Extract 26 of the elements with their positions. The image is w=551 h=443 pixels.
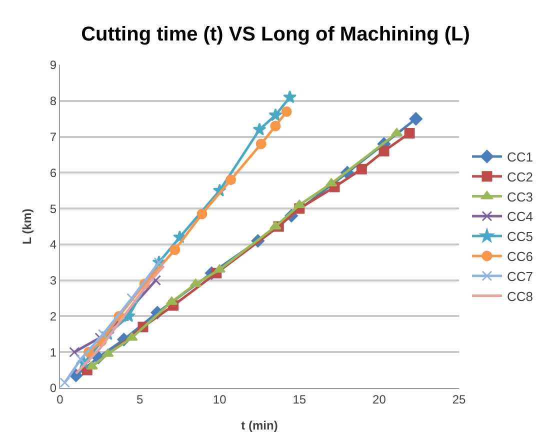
y-tick-label: 4 <box>50 238 57 252</box>
x-tick-label: 10 <box>212 392 227 406</box>
y-tick-label: 8 <box>50 94 57 108</box>
y-tick-label: 0 <box>50 381 57 396</box>
y-tick-label: 5 <box>50 202 57 216</box>
y-tick-label: 7 <box>50 130 57 144</box>
y-tick-label: 9 <box>50 58 57 72</box>
legend-label: CC5 <box>506 229 533 244</box>
x-tick-label: 25 <box>452 392 466 406</box>
legend-label: CC8 <box>506 288 533 304</box>
legend-label: CC6 <box>506 249 533 264</box>
legend-label: CC7 <box>506 268 533 284</box>
x-tick-label: 20 <box>372 392 386 406</box>
x-axis-title: t (min) <box>241 418 278 432</box>
chart-title: Cutting time (t) VS Long of Machining (L) <box>81 24 470 46</box>
legend-label: CC4 <box>506 209 533 224</box>
y-tick-label: 3 <box>50 274 57 288</box>
y-tick-label: 1 <box>50 345 57 360</box>
legend-label: CC2 <box>506 169 533 184</box>
legend-label: CC1 <box>506 150 533 165</box>
legend-label: CC3 <box>506 189 533 204</box>
x-tick-label: 5 <box>136 392 144 406</box>
y-tick-label: 6 <box>50 166 57 180</box>
y-tick-label: 2 <box>50 309 57 324</box>
y-axis-title: L (km) <box>20 208 34 244</box>
x-tick-label: 15 <box>292 392 306 406</box>
